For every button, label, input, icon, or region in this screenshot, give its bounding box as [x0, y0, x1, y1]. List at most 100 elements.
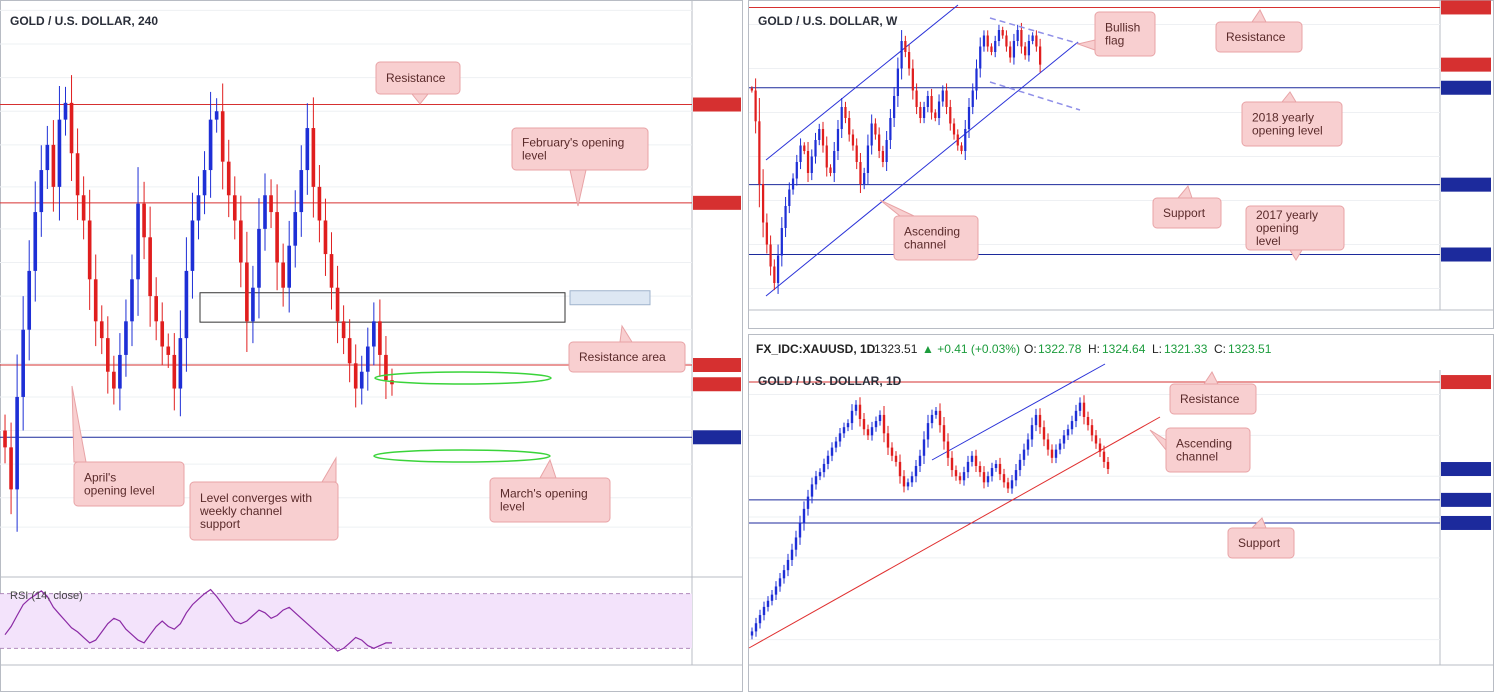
h4-candle [112, 371, 116, 389]
daily-candle [862, 419, 866, 430]
daily-candle [1094, 435, 1098, 444]
daily-candle [1042, 427, 1046, 440]
h4-candle [93, 279, 98, 322]
weekly-price-tag-bg [1441, 177, 1491, 192]
daily-candle [910, 476, 914, 483]
daily-candle [930, 414, 934, 424]
daily-candle [1066, 429, 1070, 436]
daily-candle [790, 549, 794, 560]
h4-note-box [568, 341, 686, 373]
weekly-candle [855, 145, 858, 162]
daily-price-tag-bg [1441, 462, 1491, 477]
daily-note-box [1227, 527, 1295, 559]
weekly-candle [750, 88, 753, 91]
h4-candle [21, 329, 25, 397]
h4-candle [299, 170, 304, 213]
daily-candle [946, 441, 950, 458]
h4-candle [15, 396, 19, 490]
weekly-candle [803, 145, 806, 151]
daily-change: ▲ +0.41 (+0.03%) [922, 342, 1020, 356]
daily-chart-title: GOLD / U.S. DOLLAR, 1D [758, 374, 902, 388]
daily-candle [1058, 443, 1062, 450]
weekly-candle [848, 118, 851, 135]
weekly-note-box [1241, 101, 1343, 147]
weekly-candle [896, 68, 899, 96]
daily-candle [858, 404, 862, 420]
h4-candle [329, 254, 334, 288]
daily-annotation: Resistance [1180, 392, 1240, 406]
daily-candle [970, 455, 974, 462]
h4-note-box [73, 461, 185, 507]
weekly-candle [795, 162, 798, 179]
weekly-candle [881, 151, 885, 162]
weekly-candle [1016, 30, 1019, 41]
h4-candle [257, 228, 261, 288]
h4-note-box [189, 481, 339, 541]
h4-candle [172, 354, 177, 389]
h4-candle [275, 212, 279, 263]
h4-candle [365, 346, 370, 372]
h4-price-tag-bg [693, 97, 741, 112]
daily-candle [898, 461, 902, 477]
h4-candle [208, 119, 213, 171]
h4-candle [335, 287, 340, 322]
h4-resistance-zone [199, 292, 566, 323]
daily-open-value: 1322.78 [1038, 342, 1082, 356]
h4-annotation: Level converges with weekly channel suppor… [199, 491, 312, 531]
weekly-candle [922, 107, 926, 118]
daily-candle [1018, 459, 1022, 471]
daily-candle [874, 421, 878, 428]
weekly-candle [1001, 30, 1004, 36]
daily-annotation: Support [1238, 536, 1281, 550]
weekly-candle [893, 96, 896, 118]
weekly-price-tag-bg [1441, 80, 1491, 95]
weekly-candle [1005, 35, 1008, 47]
h4-candle [9, 447, 13, 490]
weekly-candle [975, 68, 978, 91]
weekly-candle [829, 167, 832, 173]
daily-candle [794, 537, 798, 550]
daily-candle [854, 404, 858, 411]
daily-channel-lower-line [748, 416, 1161, 649]
h4-candle [69, 102, 74, 154]
weekly-candle [900, 41, 903, 69]
daily-candle [958, 476, 962, 481]
daily-candle [1010, 480, 1014, 489]
h4-candle [287, 245, 292, 288]
daily-candle [914, 465, 918, 477]
daily-candle [974, 455, 978, 466]
daily-candle [782, 570, 786, 579]
weekly-note-box [893, 215, 979, 261]
daily-candle [1070, 421, 1074, 430]
h4-green-ellipse [374, 371, 552, 385]
h4-candle [124, 321, 128, 355]
h4-candle [317, 186, 322, 221]
h4-candle [105, 338, 110, 372]
weekly-candle [994, 41, 997, 52]
h4-annotation: April's opening level [84, 471, 155, 498]
h4-candle [148, 237, 152, 297]
weekly-candle [971, 90, 974, 107]
daily-candle [954, 470, 958, 477]
daily-candle [890, 447, 894, 456]
daily-candle [986, 476, 990, 483]
weekly-candle [836, 129, 840, 151]
weekly-candle [907, 52, 911, 69]
weekly-candle [979, 46, 982, 69]
weekly-chart-title: GOLD / U.S. DOLLAR, W [758, 14, 898, 28]
h4-annotation: February's opening level [522, 136, 624, 163]
daily-candle [786, 559, 790, 571]
weekly-candle [810, 156, 813, 173]
weekly-candle [870, 123, 873, 146]
daily-price-tag-bg [1441, 515, 1491, 530]
daily-candle [762, 606, 766, 616]
daily-candle [1054, 449, 1058, 458]
daily-candle [878, 414, 882, 422]
daily-candle [1098, 443, 1102, 452]
weekly-candle [788, 189, 791, 206]
daily-candle [1002, 474, 1006, 483]
daily-candle [1046, 439, 1050, 450]
weekly-candle [1031, 35, 1034, 41]
daily-candle [822, 463, 826, 473]
weekly-candle [1009, 46, 1012, 58]
